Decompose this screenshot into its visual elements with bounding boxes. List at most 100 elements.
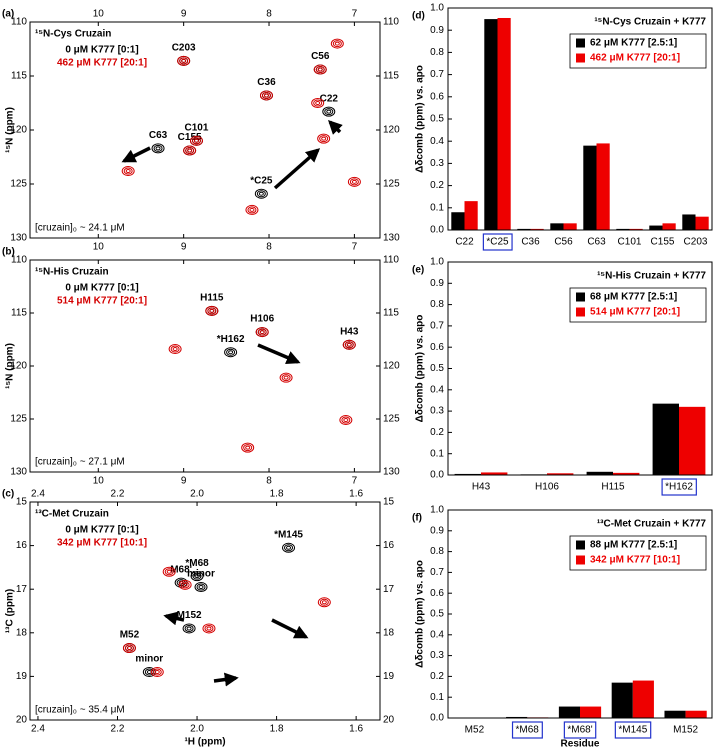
bar xyxy=(550,223,564,230)
contour xyxy=(254,188,268,199)
bar xyxy=(652,403,679,475)
peak xyxy=(183,145,197,156)
category-box xyxy=(482,233,513,251)
contour xyxy=(259,330,265,335)
peak-label: H115 xyxy=(200,293,224,304)
x-tick-label: 9 xyxy=(181,9,187,20)
note: [cruzain]₀ ~ 24.1 μM xyxy=(35,223,125,234)
plot-frame xyxy=(29,501,381,721)
y-tick-label: 0.7 xyxy=(430,321,444,332)
panel-label: (f) xyxy=(412,513,422,524)
x-tick-label: C155 xyxy=(651,237,675,248)
bar xyxy=(506,716,528,718)
contour xyxy=(281,374,291,382)
peak xyxy=(317,133,331,144)
legend-box xyxy=(569,33,707,69)
contour xyxy=(343,418,349,423)
contour xyxy=(247,206,257,214)
contour xyxy=(189,135,203,146)
panel-label: (c) xyxy=(2,489,14,500)
y-axis-label: Δδcomb (ppm) vs. apo xyxy=(415,560,426,668)
y-tick-label: 0.0 xyxy=(430,225,444,236)
y-tick-label: 0.6 xyxy=(430,588,444,599)
y-tick-label: 0.2 xyxy=(430,671,444,682)
y-tick-label: 115 xyxy=(383,308,399,319)
y-tick-label: 0.8 xyxy=(430,546,444,557)
contour xyxy=(182,623,196,634)
peak xyxy=(313,64,327,75)
category-box xyxy=(614,721,652,739)
legend-swatch xyxy=(576,38,585,48)
contour xyxy=(123,167,133,175)
contour xyxy=(228,350,234,355)
y-tick-label: 0.6 xyxy=(430,342,444,353)
x-tick-label: 2.2 xyxy=(111,489,125,500)
y-tick-label: 0.0 xyxy=(430,470,444,481)
y-tick-label: 115 xyxy=(11,308,27,319)
peak-label: *M145 xyxy=(274,529,303,540)
panel-title: ¹⁵N-His Cruzain xyxy=(35,267,109,278)
legend-box xyxy=(569,535,707,571)
x-tick-label: H115 xyxy=(601,482,625,493)
y-tick-label: 115 xyxy=(11,71,27,82)
bar xyxy=(685,710,707,718)
arrow xyxy=(271,618,309,639)
contour xyxy=(151,143,165,154)
contour xyxy=(243,444,253,452)
panel-title: ¹⁵N-Cys Cruzain xyxy=(35,29,111,40)
peak xyxy=(241,442,255,453)
panel-title: ¹⁵N-His Cruzain + K777 xyxy=(597,271,706,282)
y-tick-label: 0.9 xyxy=(430,278,444,289)
y-tick-label: 120 xyxy=(10,361,27,372)
contour xyxy=(193,138,199,143)
legend-entry: 68 μM K777 [2.5:1] xyxy=(590,292,677,303)
contour xyxy=(184,624,194,632)
y-tick-label: 0.9 xyxy=(430,525,444,536)
bar xyxy=(682,214,696,230)
contour xyxy=(241,442,255,453)
bar xyxy=(497,17,511,230)
contour xyxy=(319,135,329,143)
bar xyxy=(695,216,709,230)
x-tick-label: 2.4 xyxy=(31,724,45,735)
bar xyxy=(649,225,663,230)
contour xyxy=(334,41,340,46)
peak-label: *C25 xyxy=(250,175,273,186)
bar xyxy=(616,228,630,230)
peak-label: M52 xyxy=(120,630,140,641)
contour xyxy=(153,144,163,152)
peak xyxy=(347,176,361,187)
contour xyxy=(206,626,212,631)
contour xyxy=(324,108,334,116)
y-tick-label: 0.1 xyxy=(430,202,444,213)
x-tick-label: 2.0 xyxy=(190,724,204,735)
x-tick-label: 2.4 xyxy=(31,489,45,500)
legend-entry: 62 μM K777 [2.5:1] xyxy=(590,38,677,49)
peak-label: H43 xyxy=(340,326,359,337)
contour xyxy=(317,67,323,72)
legend-swatch xyxy=(576,555,585,565)
contour xyxy=(174,577,188,588)
peak-label: M68' xyxy=(170,564,192,575)
peak xyxy=(151,143,165,154)
y-tick-label: 110 xyxy=(383,255,399,266)
y-tick-label: 17 xyxy=(16,584,28,595)
peak-label: *H162 xyxy=(217,334,245,345)
x-tick-label: 8 xyxy=(266,242,272,253)
contour xyxy=(181,58,187,63)
contour xyxy=(190,571,204,582)
legend-entry: 462 μM K777 [20:1] xyxy=(590,53,680,64)
peak-label: *M68 xyxy=(185,558,209,569)
x-tick-label: 2.0 xyxy=(190,489,204,500)
x-tick-label: *M68 xyxy=(516,725,540,736)
contour xyxy=(122,643,136,654)
bar xyxy=(481,472,508,475)
contour xyxy=(258,191,264,196)
contour xyxy=(196,583,206,591)
contour xyxy=(317,597,331,608)
peak xyxy=(342,339,356,350)
plot-frame xyxy=(447,509,713,719)
contour xyxy=(126,646,132,651)
bar xyxy=(464,201,478,230)
x-tick-label: M52 xyxy=(465,725,485,736)
